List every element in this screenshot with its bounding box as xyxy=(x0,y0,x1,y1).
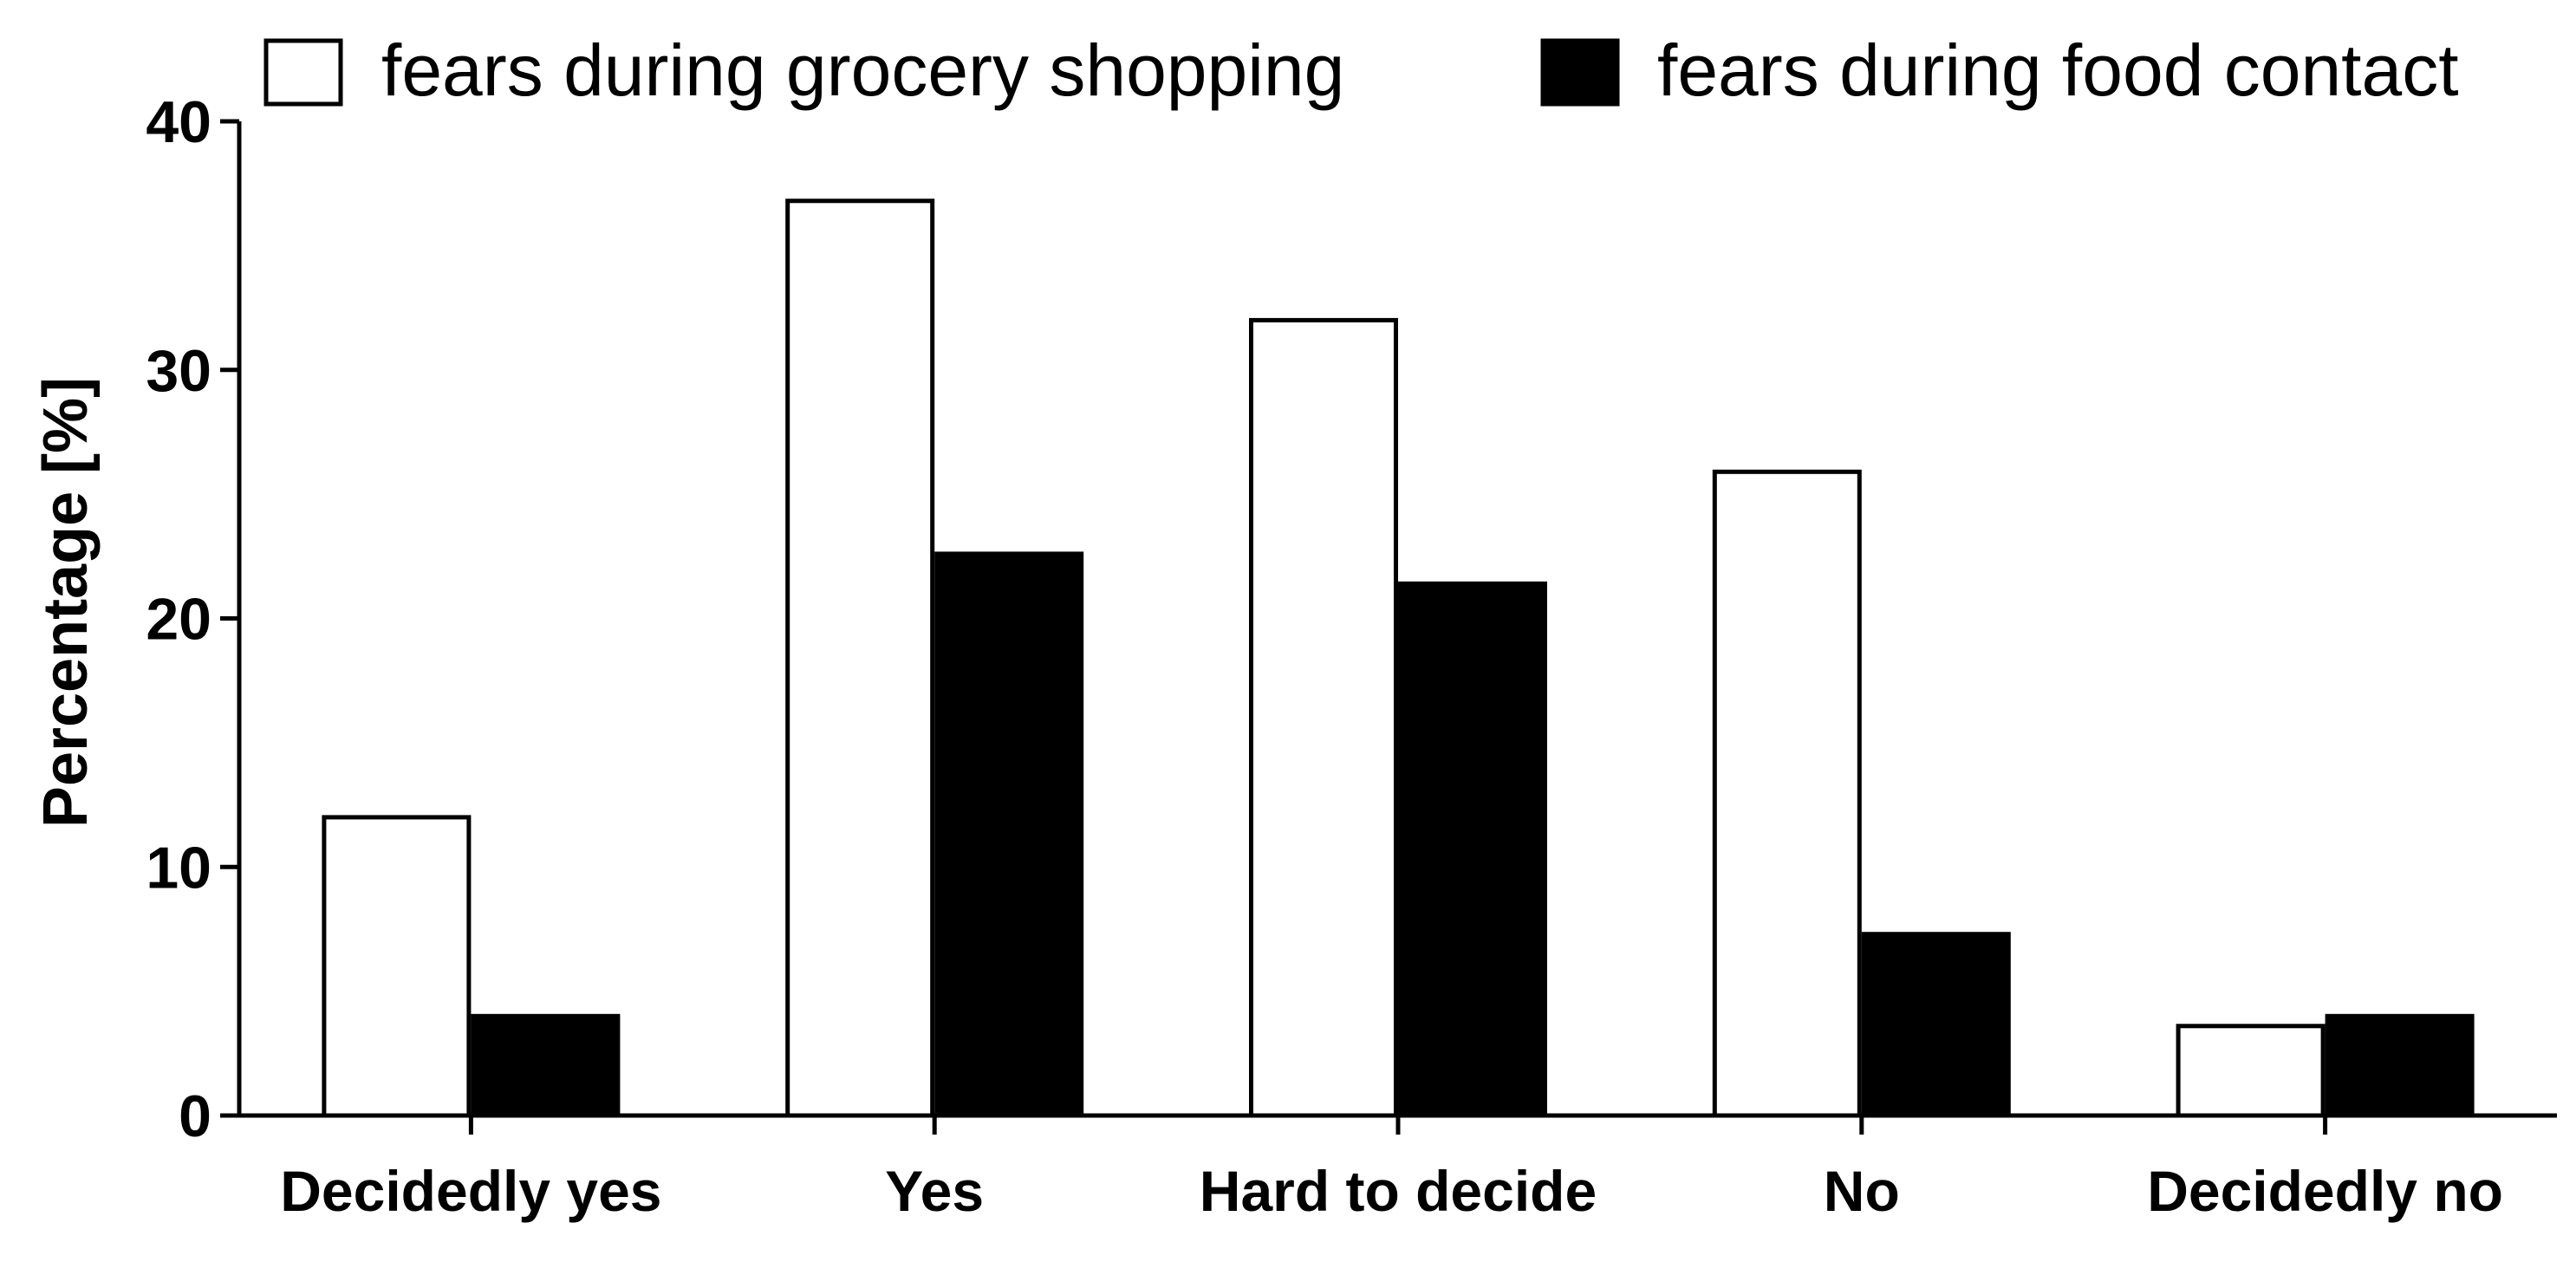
bar-grocery-shopping xyxy=(785,198,935,1118)
legend-swatch-grocery xyxy=(263,38,343,107)
y-tick-label: 30 xyxy=(146,338,211,404)
y-tick-label: 0 xyxy=(179,1083,211,1149)
bar-food-contact xyxy=(934,551,1084,1118)
bar-food-contact xyxy=(2325,1013,2475,1118)
bars xyxy=(322,198,2475,1118)
legend-label-grocery: fears during grocery shopping xyxy=(381,29,1344,111)
legend-label-food-contact: fears during food contact xyxy=(1657,29,2459,111)
x-ticks: Decidedly yes Yes Hard to decide No Decidedl… xyxy=(280,1116,2503,1223)
x-category-label: Decidedly no xyxy=(2147,1159,2503,1223)
bar-grocery-shopping xyxy=(2176,1024,2326,1118)
x-category-label: Decidedly yes xyxy=(280,1159,661,1223)
legend-swatch-food-contact xyxy=(1540,38,1620,107)
bar-food-contact xyxy=(1861,932,2011,1118)
bar-food-contact xyxy=(471,1013,621,1118)
y-tick-label: 20 xyxy=(146,587,211,653)
legend: fears during grocery shopping fears duri… xyxy=(263,29,2459,111)
bar-grocery-shopping xyxy=(1712,469,1862,1118)
x-category-label: No xyxy=(1824,1159,1900,1223)
y-ticks: 0 10 20 30 40 xyxy=(146,89,239,1149)
bar-food-contact xyxy=(1398,581,1547,1118)
x-category-label: Hard to decide xyxy=(1200,1159,1597,1223)
y-tick-label: 40 xyxy=(146,89,211,155)
bar-grocery-shopping xyxy=(322,815,472,1118)
x-category-label: Yes xyxy=(885,1159,984,1223)
y-tick-label: 10 xyxy=(146,835,211,901)
bar-grocery-shopping xyxy=(1249,317,1398,1118)
y-axis-title: Percentage [%] xyxy=(31,377,101,828)
